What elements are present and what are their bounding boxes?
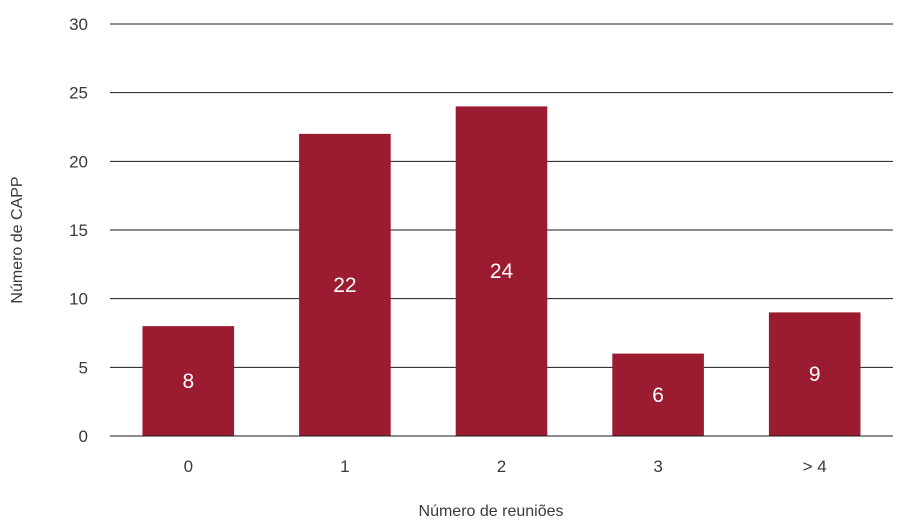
y-tick-label: 15 [69, 221, 88, 240]
x-axis-ticks: 0 1 2 3 > 4 [184, 457, 827, 476]
y-tick-label: 0 [79, 427, 88, 446]
y-tick-label: 10 [69, 290, 88, 309]
y-tick-label: 30 [69, 15, 88, 34]
x-tick-label: 0 [184, 457, 193, 476]
bar [142, 326, 235, 436]
data-labels: 8 22 24 6 9 [182, 260, 820, 407]
x-tick-label: 1 [340, 457, 349, 476]
bar [612, 353, 704, 436]
data-label: 8 [182, 370, 194, 393]
y-tick-label: 25 [69, 84, 88, 103]
bars [142, 106, 861, 437]
x-axis-label: Número de reuniões [419, 503, 564, 520]
y-axis-label: Número de CAPP [9, 176, 26, 303]
y-tick-label: 20 [69, 152, 88, 171]
y-axis-ticks: 0 5 10 15 20 25 30 [69, 15, 88, 446]
data-label: 6 [652, 384, 664, 407]
data-label: 9 [809, 363, 821, 386]
data-label: 22 [333, 274, 356, 297]
y-tick-label: 5 [79, 358, 88, 377]
bar [768, 312, 861, 436]
data-label: 24 [490, 260, 514, 283]
bar [455, 106, 548, 437]
x-tick-label: > 4 [803, 457, 827, 476]
bar [299, 133, 391, 436]
x-tick-label: 2 [497, 457, 506, 476]
x-tick-label: 3 [653, 457, 662, 476]
